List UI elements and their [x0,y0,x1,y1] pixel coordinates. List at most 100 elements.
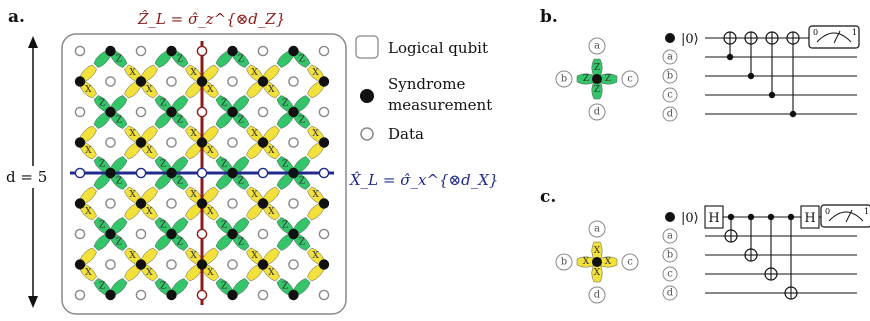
data-qubit-d [588,286,606,304]
syndrome-qubit [288,228,299,240]
data-qubit [105,137,116,148]
x-stabilizer-glyph: X [207,207,214,217]
data-qubit [74,106,86,118]
stabilizer-glyph: X [594,246,601,256]
ket-zero: |0⟩ [681,32,699,47]
cnot-control [789,110,797,118]
hadamard-label: H [708,211,719,226]
data-qubit-b [555,70,573,88]
meter-tick-0: 0 [825,207,830,216]
data-qubit [196,106,208,118]
data-qubit [196,228,208,240]
x-stabilizer-glyph: X [146,85,153,95]
meter-tick-1: 1 [852,28,857,37]
syndrome-qubit [166,106,177,118]
syndrome-qubit [74,198,86,209]
z-logical-label: Ẑ_L = σ̂_z^{⊗d_Z} [137,10,285,28]
syndrome-qubit [257,198,269,209]
x-stabilizer-glyph: X [85,207,92,217]
wire-label-circle [662,228,678,244]
syndrome-qubit [74,76,86,87]
z-stabilizer-glyph: Z [299,54,305,64]
syndrome-qubit [105,228,116,240]
wire-label-circle [662,247,678,263]
stabilizer-glyph: Z [605,74,611,84]
meter-needle [845,209,853,223]
syndrome-qubit [135,198,147,209]
legend-data: Data [388,125,424,143]
data-qubit [227,198,238,209]
data-qubit [227,259,238,270]
data-qubit [288,76,299,87]
stabilizer-glyph: Z [583,74,589,84]
z-stabilizer-glyph: Z [299,115,305,125]
stabilizer-petal [591,261,603,283]
syndrome-qubit [288,289,299,301]
stabilizer-petal [576,73,598,85]
distance-label: d = 5 [6,168,47,186]
x-stabilizer-glyph: X [146,146,153,156]
z-stabilizer-glyph: Z [282,160,288,170]
x-stabilizer-glyph: X [312,129,319,139]
x-stabilizer-glyph: X [190,251,197,261]
data-qubit-label: c [627,257,633,268]
syndrome-qubit [105,289,116,301]
syndrome-qubit [257,137,269,148]
syndrome-qubit [196,76,208,87]
z-stabilizer-glyph: Z [116,237,122,247]
z-stabilizer-glyph: Z [177,54,183,64]
meter-tick-0: 0 [813,28,818,37]
wire-label-b: b [667,250,673,261]
z-stabilizer-glyph: Z [160,160,166,170]
x-stabilizer-glyph: X [190,129,197,139]
syndrome-qubit [318,76,330,87]
data-qubit-c [621,253,639,271]
syndrome-legend-icon [360,89,374,103]
z-stabilizer-glyph: Z [160,221,166,231]
z-stabilizer-glyph: Z [99,221,105,231]
stabilizer-petal [591,241,603,263]
z-stabilizer-glyph: Z [238,176,244,186]
cnot-control [726,53,734,61]
wire-label-circle [662,285,678,301]
z-stabilizer-glyph: Z [282,221,288,231]
z-stabilizer-glyph: Z [99,282,105,292]
measurement-meter [808,25,860,49]
syndrome-qubit [135,137,147,148]
stabilizer-petal [591,58,603,80]
x-stabilizer-glyph: X [268,85,275,95]
z-stabilizer-glyph: Z [238,237,244,247]
data-qubit [74,228,86,240]
data-qubit-d [588,103,606,121]
data-qubit-a [588,37,606,55]
wire-label-c: c [667,269,673,280]
data-qubit [135,167,147,179]
stabilizer-glyph: X [583,257,590,267]
z-stabilizer-glyph: Z [177,237,183,247]
meter-arc [816,32,852,43]
data-qubit [257,106,269,118]
z-stabilizer-glyph: Z [221,221,227,231]
z-stabilizer-glyph: Z [160,282,166,292]
data-qubit-a [588,220,606,238]
syndrome-qubit [196,198,208,209]
z-stabilizer-glyph: Z [116,54,122,64]
data-qubit [318,228,330,240]
data-legend-icon [360,127,374,141]
data-qubit [135,45,147,57]
syndrome-qubit [135,259,147,270]
x-stabilizer-glyph: X [207,268,214,278]
z-stabilizer-glyph: Z [221,160,227,170]
z-stabilizer-glyph: Z [282,282,288,292]
data-qubit-c [621,70,639,88]
cnot-control [768,91,776,99]
syndrome-qubit [227,228,238,240]
syndrome-qubit [105,106,116,118]
z-stabilizer-glyph: Z [99,99,105,109]
data-qubit-label: b [561,257,567,268]
syndrome-qubit [257,76,269,87]
data-qubit [196,45,208,57]
data-qubit [166,76,177,87]
